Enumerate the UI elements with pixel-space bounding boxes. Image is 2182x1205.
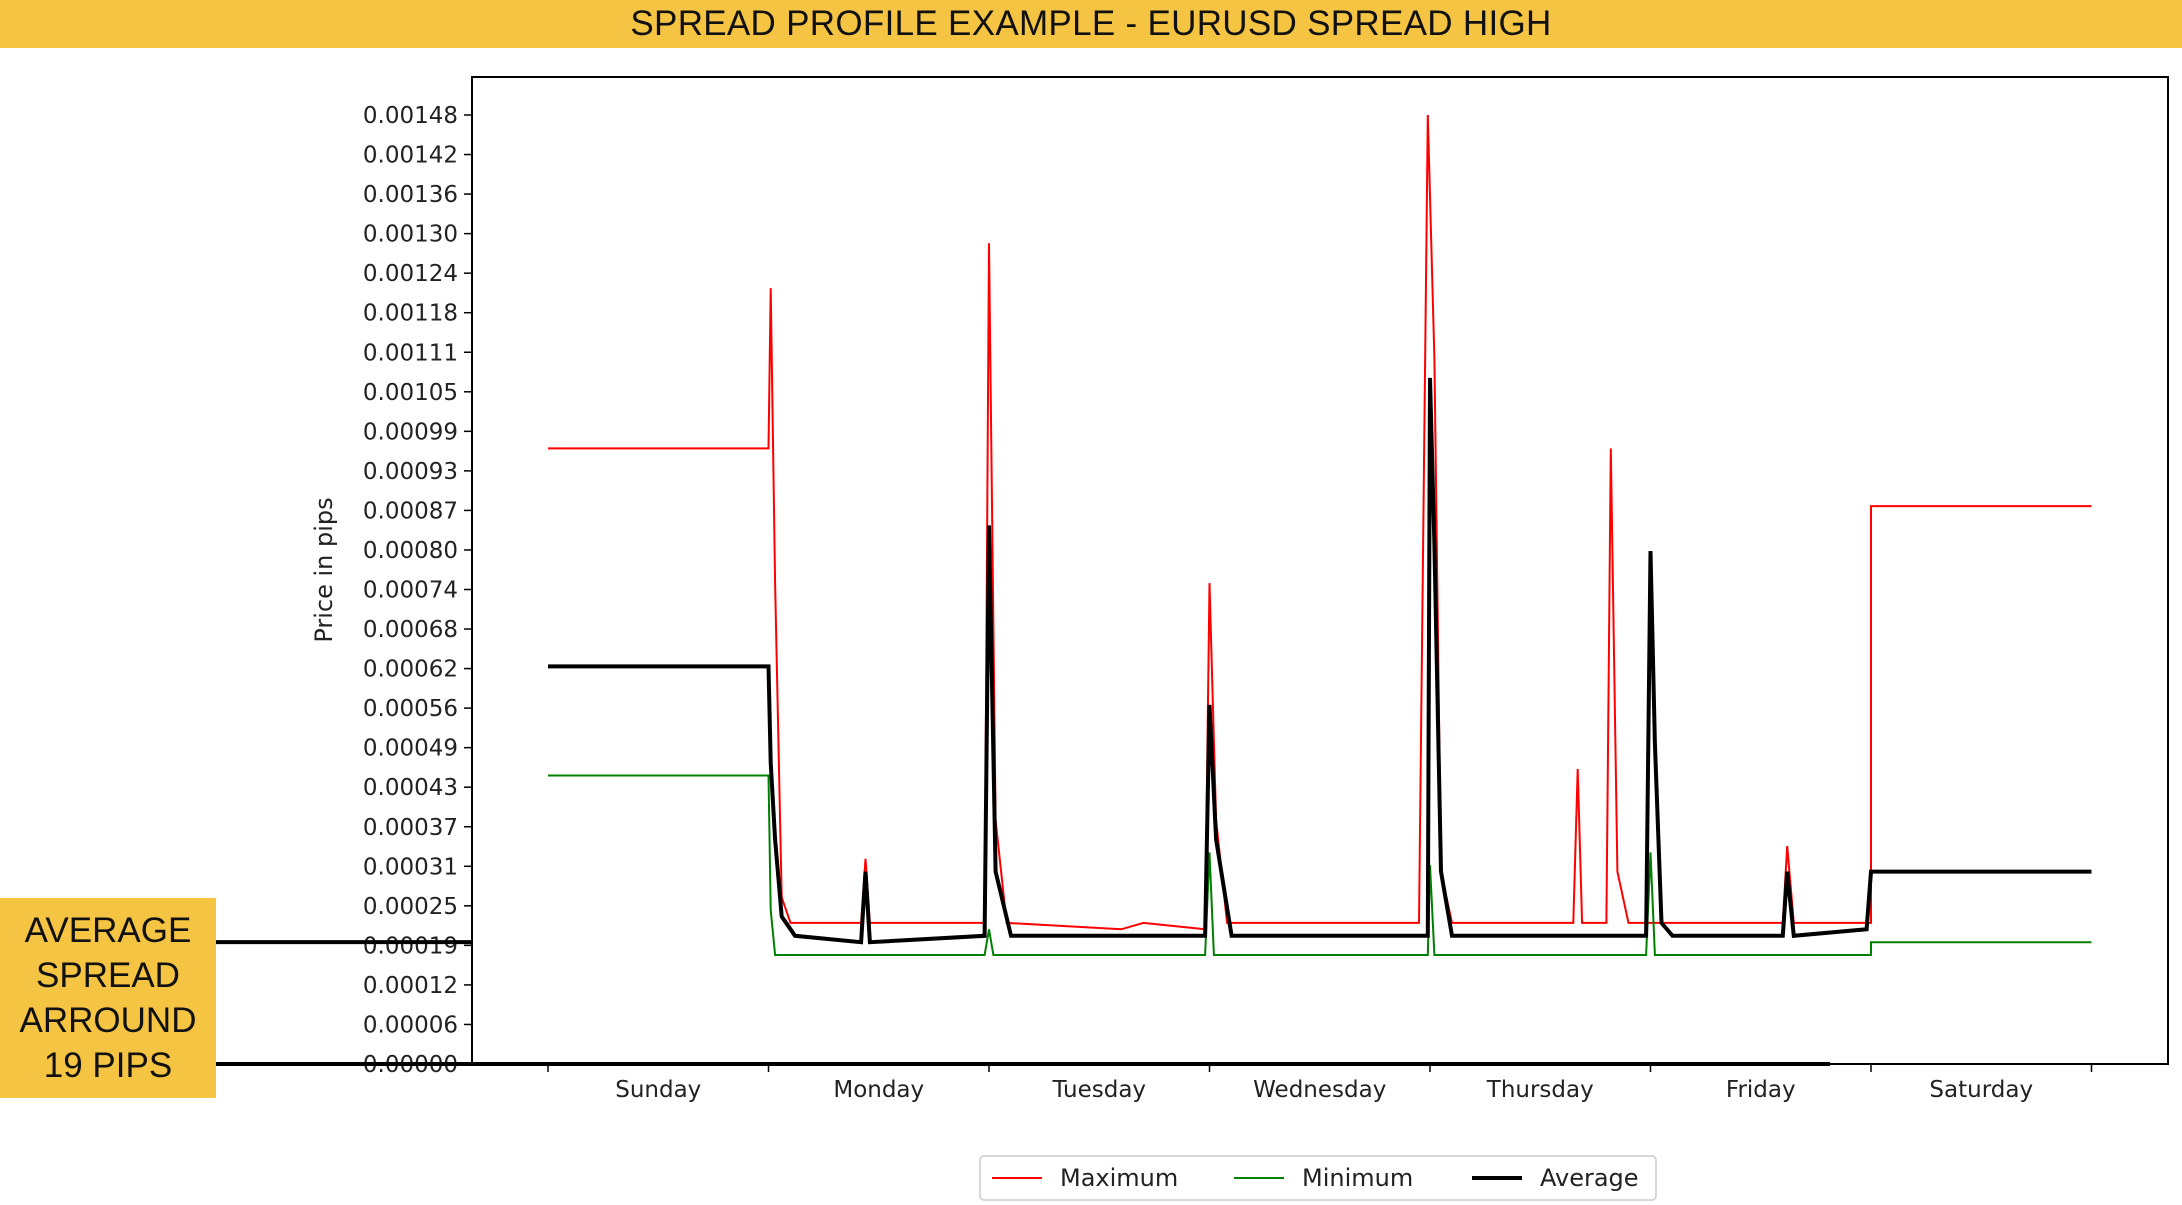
x-tick-label-wednesday: Wednesday [1253, 1077, 1386, 1103]
x-tick-label-friday: Friday [1726, 1077, 1796, 1103]
series-line-average [548, 377, 2092, 945]
y-tick-label: 0.00031 [363, 854, 458, 880]
y-tick-label: 0.00019 [363, 933, 458, 959]
title-banner: SPREAD PROFILE EXAMPLE - EURUSD SPREAD H… [0, 0, 2182, 48]
y-tick-label: 0.00025 [363, 894, 458, 920]
legend-label-maximum: Maximum [1060, 1164, 1178, 1192]
legend-box [979, 1155, 1657, 1201]
y-tick-label: 0.00124 [363, 261, 458, 287]
legend: Maximum Minimum Average [979, 1155, 1657, 1201]
y-tick-label: 0.00074 [363, 578, 458, 604]
y-tick-label: 0.00012 [363, 973, 458, 999]
y-tick-label: 0.00111 [363, 340, 458, 366]
y-tick-label: 0.00056 [363, 696, 458, 722]
y-tick-label: 0.00087 [363, 498, 458, 524]
x-tick-label-sunday: Sunday [615, 1077, 701, 1103]
x-axis: Sunday Monday Tuesday Wednesday Thursday Frid… [547, 1064, 2093, 1103]
y-tick-label: 0.00130 [363, 222, 458, 248]
y-tick-label: 0.00068 [363, 617, 458, 643]
y-tick-label: 0.00105 [363, 380, 458, 406]
y-tick-label: 0.00037 [363, 815, 458, 841]
y-axis-title: Price in pips [310, 497, 338, 642]
x-tick-label-saturday: Saturday [1929, 1077, 2033, 1103]
legend-label-average: Average [1540, 1164, 1639, 1192]
y-tick-label: 0.00062 [363, 657, 458, 683]
x-tick-label-monday: Monday [833, 1077, 924, 1103]
x-tick-label-thursday: Thursday [1486, 1077, 1594, 1103]
y-tick-label: 0.00043 [363, 775, 458, 801]
y-tick-label: 0.00118 [363, 301, 458, 327]
callout-text: AVERAGE SPREAD ARROUND 19 PIPS [19, 911, 197, 1085]
series-layer [548, 114, 2092, 956]
x-tick-label-tuesday: Tuesday [1051, 1077, 1146, 1103]
y-tick-label: 0.00136 [363, 182, 458, 208]
y-tick-label: 0.00093 [363, 459, 458, 485]
y-tick-label: 0.00006 [363, 1012, 458, 1038]
series-line-minimum [548, 774, 2092, 956]
y-axis: 0.00148 0.00142 0.00136 0.00130 0.00124 0.001… [363, 103, 472, 1078]
y-tick-label: 0.00142 [363, 143, 458, 169]
y-tick-label: 0.00049 [363, 736, 458, 762]
plot-area [471, 76, 2169, 1065]
y-tick-label: 0.00148 [363, 103, 458, 129]
legend-label-minimum: Minimum [1302, 1164, 1413, 1192]
y-tick-label: 0.00099 [363, 419, 458, 445]
chart-title: SPREAD PROFILE EXAMPLE - EURUSD SPREAD H… [630, 4, 1552, 43]
average-spread-callout: AVERAGE SPREAD ARROUND 19 PIPS [0, 898, 216, 1098]
y-tick-label: 0.00080 [363, 538, 458, 564]
